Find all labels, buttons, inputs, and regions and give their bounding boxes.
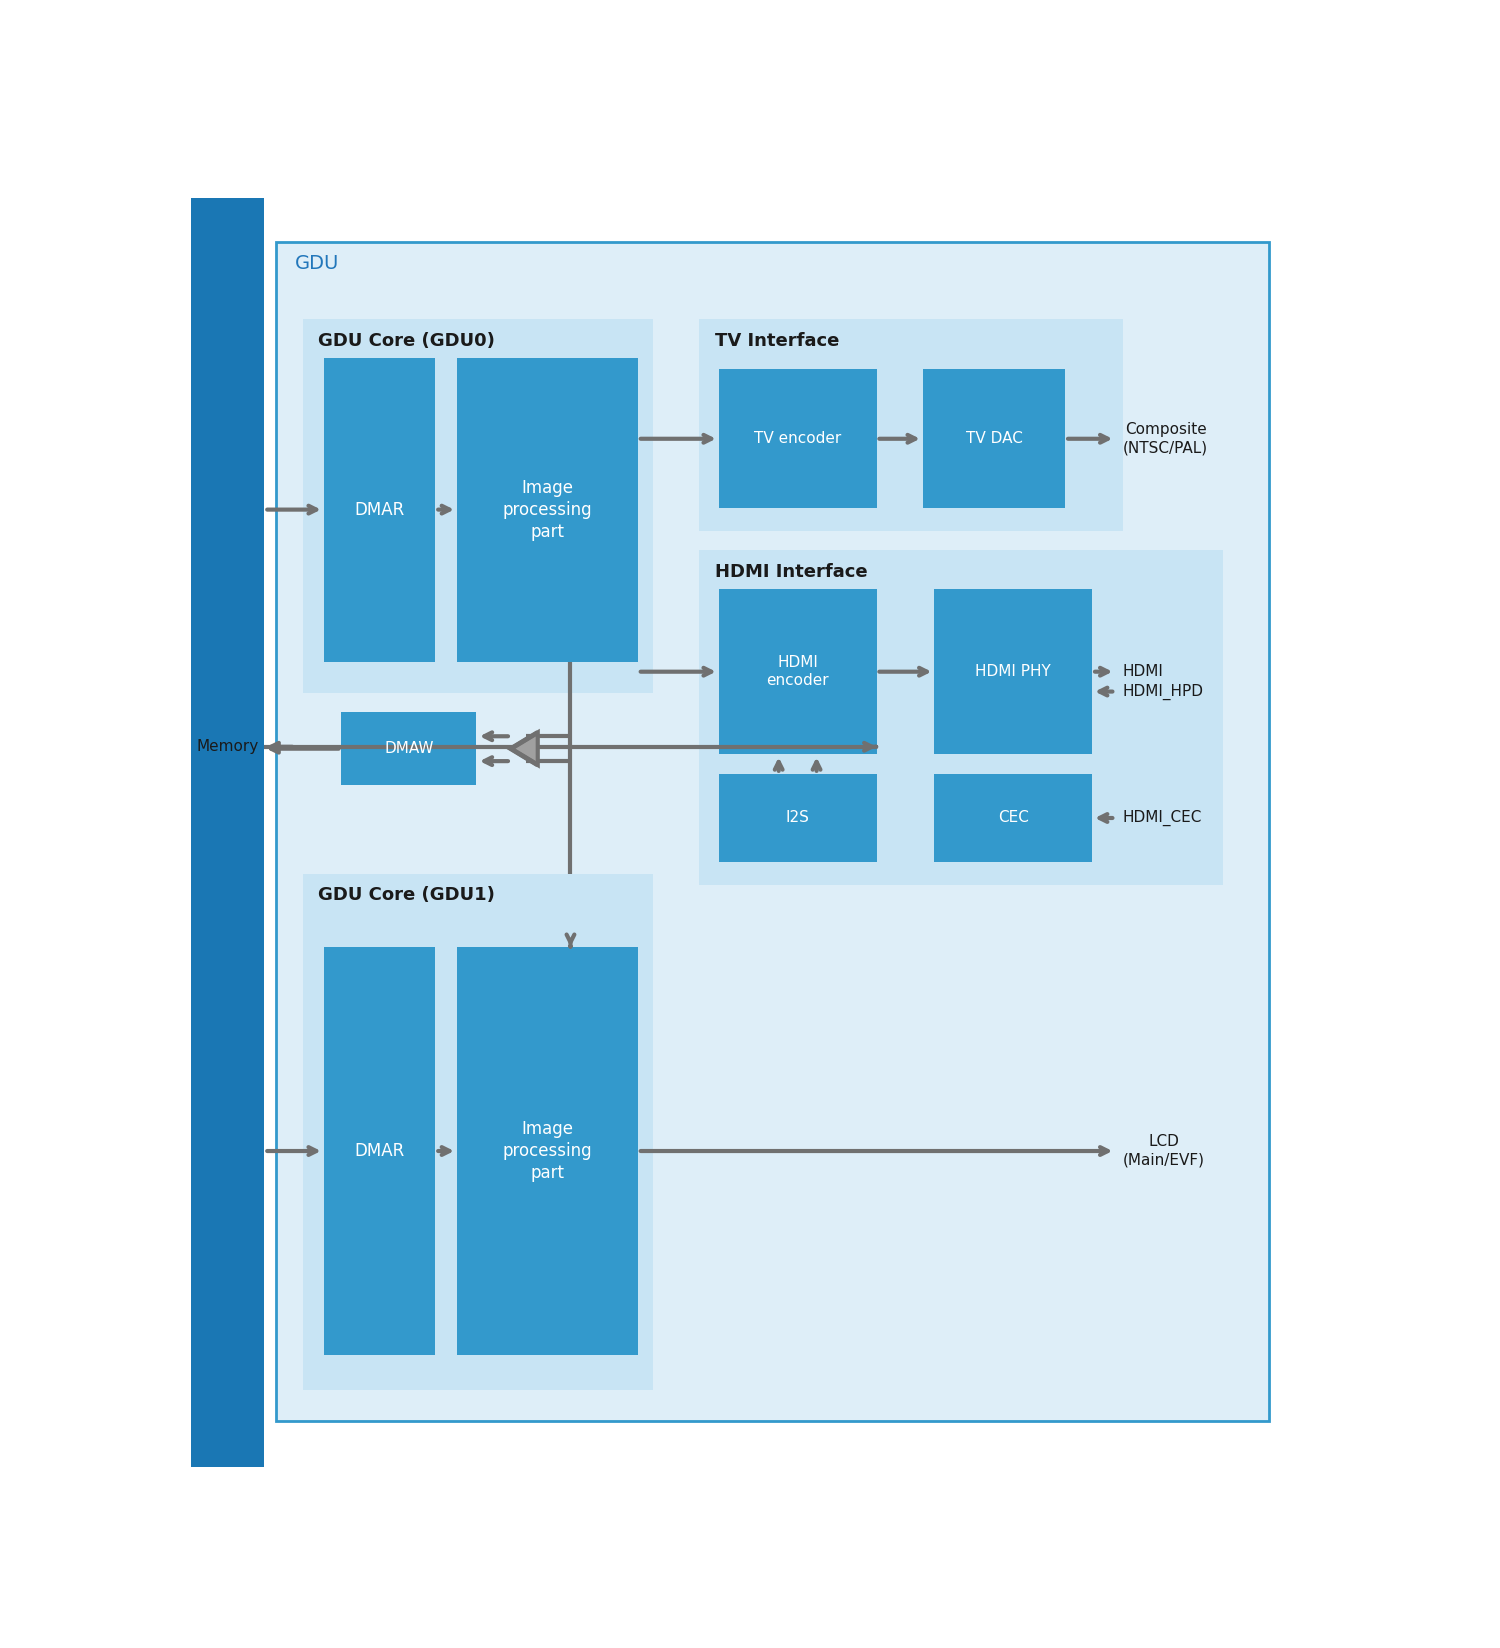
- Text: I2S: I2S: [786, 811, 810, 826]
- Bar: [192, 198, 264, 1467]
- Text: Composite
(NTSC/PAL): Composite (NTSC/PAL): [1124, 422, 1208, 455]
- Text: HDMI_CEC: HDMI_CEC: [1124, 809, 1203, 826]
- Polygon shape: [512, 732, 537, 765]
- Bar: [718, 369, 876, 508]
- Text: HDMI_HPD: HDMI_HPD: [1124, 684, 1204, 700]
- Bar: [324, 358, 435, 662]
- Bar: [718, 773, 876, 862]
- Text: Image
processing
part: Image processing part: [503, 1121, 592, 1182]
- Bar: [934, 588, 1092, 755]
- Bar: [324, 948, 435, 1355]
- Bar: [699, 550, 1222, 885]
- Text: Image
processing
part: Image processing part: [503, 480, 592, 541]
- Text: HDMI
encoder: HDMI encoder: [766, 654, 830, 689]
- Text: TV encoder: TV encoder: [754, 432, 842, 447]
- Text: DMAR: DMAR: [354, 1142, 405, 1160]
- Text: CEC: CEC: [998, 811, 1029, 826]
- Bar: [699, 320, 1124, 531]
- Text: GDU Core (GDU0): GDU Core (GDU0): [318, 331, 495, 349]
- Text: HDMI Interface: HDMI Interface: [716, 564, 867, 582]
- Text: HDMI: HDMI: [1124, 664, 1164, 679]
- Text: DMAR: DMAR: [354, 501, 405, 519]
- Text: TV Interface: TV Interface: [716, 331, 839, 349]
- Bar: [922, 369, 1065, 508]
- Text: DMAW: DMAW: [384, 742, 433, 756]
- Bar: [303, 873, 654, 1389]
- Bar: [303, 320, 654, 692]
- Text: LCD
(Main/EVF): LCD (Main/EVF): [1124, 1134, 1204, 1168]
- Text: GDU: GDU: [296, 254, 339, 274]
- Text: HDMI PHY: HDMI PHY: [975, 664, 1052, 679]
- Bar: [342, 712, 476, 784]
- Text: TV DAC: TV DAC: [966, 432, 1023, 447]
- Bar: [934, 773, 1092, 862]
- Text: Memory: Memory: [196, 740, 260, 755]
- Bar: [458, 358, 638, 662]
- Bar: [276, 242, 1269, 1421]
- Text: GDU Core (GDU1): GDU Core (GDU1): [318, 887, 495, 905]
- Bar: [458, 948, 638, 1355]
- Bar: [718, 588, 876, 755]
